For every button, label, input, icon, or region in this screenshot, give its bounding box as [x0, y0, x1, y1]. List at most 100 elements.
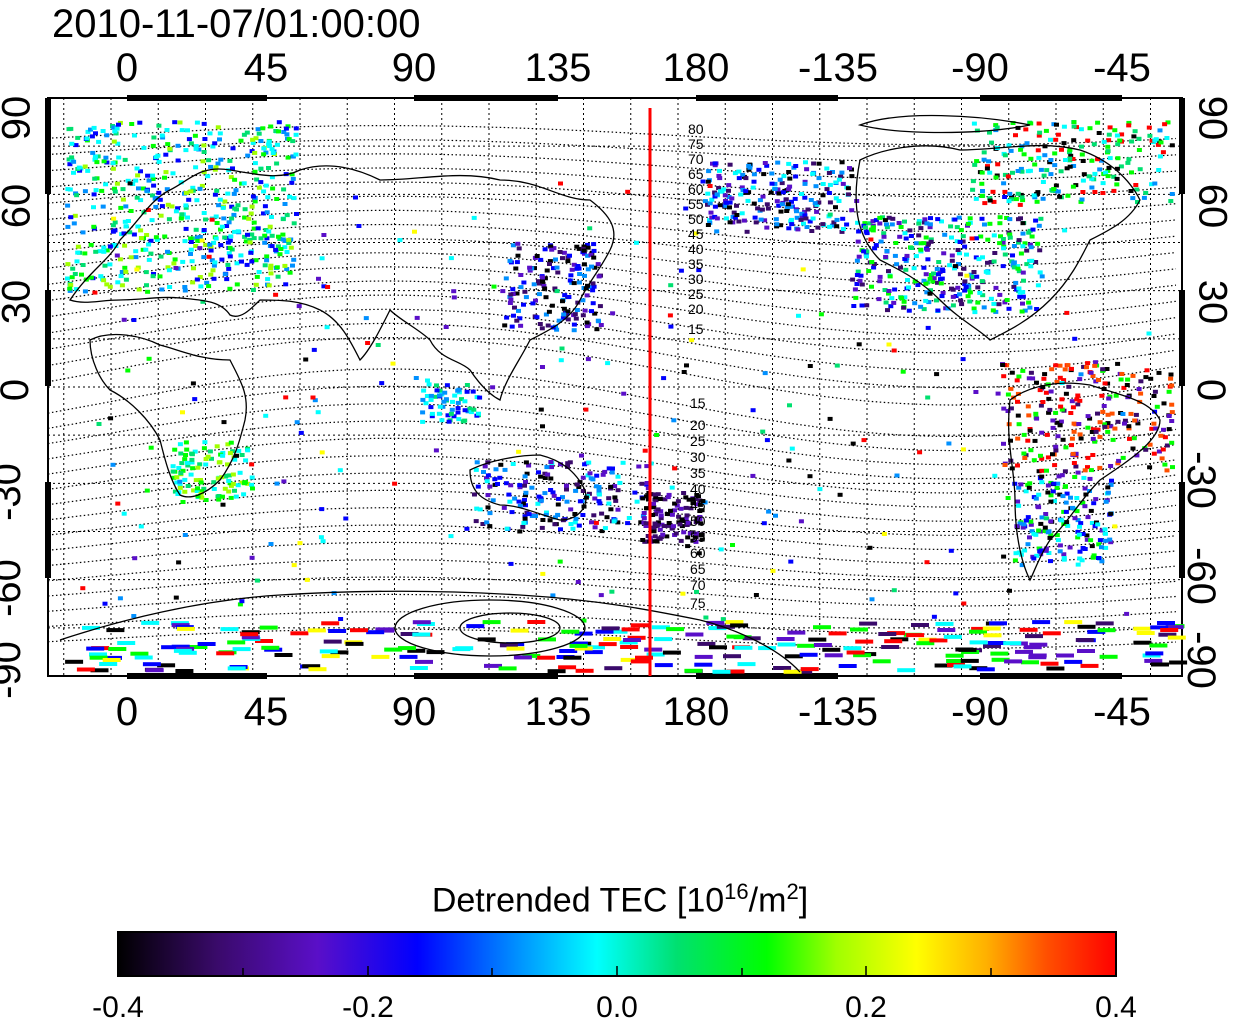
tec-cell [952, 264, 958, 269]
tec-cell [684, 363, 689, 368]
tec-cell [712, 214, 718, 219]
tec-cell [961, 266, 967, 271]
tec-cell [1135, 200, 1140, 204]
contour-label: 25 [688, 286, 704, 302]
tec-cell [164, 128, 170, 132]
tec-cell [581, 262, 587, 267]
tec-cell [916, 219, 922, 224]
tec-cell [753, 593, 759, 597]
tec-cell [490, 498, 496, 503]
tec-cell [1015, 463, 1020, 468]
tec-cell [211, 240, 217, 245]
tec-cell [827, 200, 833, 205]
tec-cell [1075, 393, 1081, 398]
tec-cell [241, 132, 247, 137]
tec-cell [574, 482, 580, 487]
tec-cell [1109, 411, 1115, 416]
tec-cell [643, 524, 649, 528]
tec-cell [1050, 489, 1056, 494]
tec-cell [1132, 129, 1138, 134]
tec-cell [151, 135, 157, 140]
tec-cell [138, 236, 144, 240]
tec-cell [745, 198, 751, 203]
tec-cell [954, 239, 960, 244]
colorbar-ticks [242, 966, 992, 976]
tec-cell [536, 470, 541, 475]
tec-cell [215, 125, 221, 130]
tec-cell [569, 641, 588, 646]
tec-cell [1018, 147, 1024, 152]
tec-cell [1055, 132, 1061, 137]
tec-cell [150, 177, 156, 181]
tec-cell [1044, 468, 1049, 473]
tec-cell [183, 205, 189, 210]
tec-cell [1072, 516, 1078, 521]
colorbar-title: Detrended TEC [1016/m2] [431, 879, 809, 920]
tec-cell [1012, 481, 1018, 486]
tec-cell [591, 284, 597, 289]
tec-cell [1168, 376, 1174, 381]
tec-cell [997, 221, 1003, 226]
tec-cell [1034, 380, 1039, 385]
tec-cell [1169, 440, 1175, 445]
tec-cell [1099, 393, 1105, 398]
tec-cell [547, 669, 566, 674]
tec-cell [459, 397, 464, 402]
tec-cell [1042, 525, 1048, 530]
tec-cell [1021, 660, 1039, 665]
tec-cell [85, 129, 91, 134]
tec-cell [980, 189, 985, 193]
tec-cell [1107, 156, 1113, 161]
tec-cell [213, 236, 219, 241]
tec-cell [538, 637, 556, 642]
tec-cell [1089, 430, 1095, 434]
tec-cell [1027, 535, 1032, 540]
tec-cell [585, 473, 591, 478]
tec-cell [274, 481, 280, 486]
tec-cell [837, 492, 843, 497]
tec-cell [716, 186, 722, 190]
tec-cell [226, 489, 232, 494]
tec-cell [971, 121, 977, 126]
tec-cell [1053, 137, 1059, 142]
contour-label: 15 [690, 395, 706, 411]
tec-cell [533, 514, 538, 518]
tec-cell [545, 472, 551, 477]
tec-cell [516, 449, 522, 454]
tec-cell [918, 637, 937, 642]
tec-cell [1035, 241, 1041, 246]
tec-cell [256, 131, 262, 136]
tec-cell [654, 637, 673, 642]
tec-cell [730, 623, 749, 628]
tec-cell [787, 184, 793, 189]
tec-cell [251, 236, 257, 241]
tec-cell [112, 186, 117, 191]
tec-cell [1114, 133, 1120, 138]
tec-cell [514, 291, 520, 296]
tec-cell [208, 164, 214, 169]
tec-cell [855, 639, 874, 644]
tec-cell [184, 447, 190, 452]
tec-cell [251, 226, 257, 231]
tec-cell [707, 218, 712, 223]
tec-cell [420, 397, 426, 402]
tec-cell [185, 128, 190, 133]
tec-cell [325, 285, 331, 289]
tec-cell [946, 659, 965, 663]
tec-cell [980, 293, 986, 298]
tec-cell [559, 649, 578, 653]
tec-cell [245, 153, 251, 158]
tec-cell [1075, 518, 1081, 523]
tec-cell [315, 410, 321, 415]
tec-cell [1102, 422, 1107, 427]
tec-cell [1080, 178, 1086, 183]
tec-cell [571, 262, 577, 267]
tec-cell [88, 127, 93, 132]
tec-cell [1059, 397, 1065, 402]
tec-cell [1070, 184, 1076, 189]
tec-cell [1095, 522, 1101, 527]
tec-cell [1016, 422, 1022, 427]
tec-cell [529, 485, 535, 490]
tec-cell [508, 292, 514, 297]
tec-cell [165, 265, 171, 270]
